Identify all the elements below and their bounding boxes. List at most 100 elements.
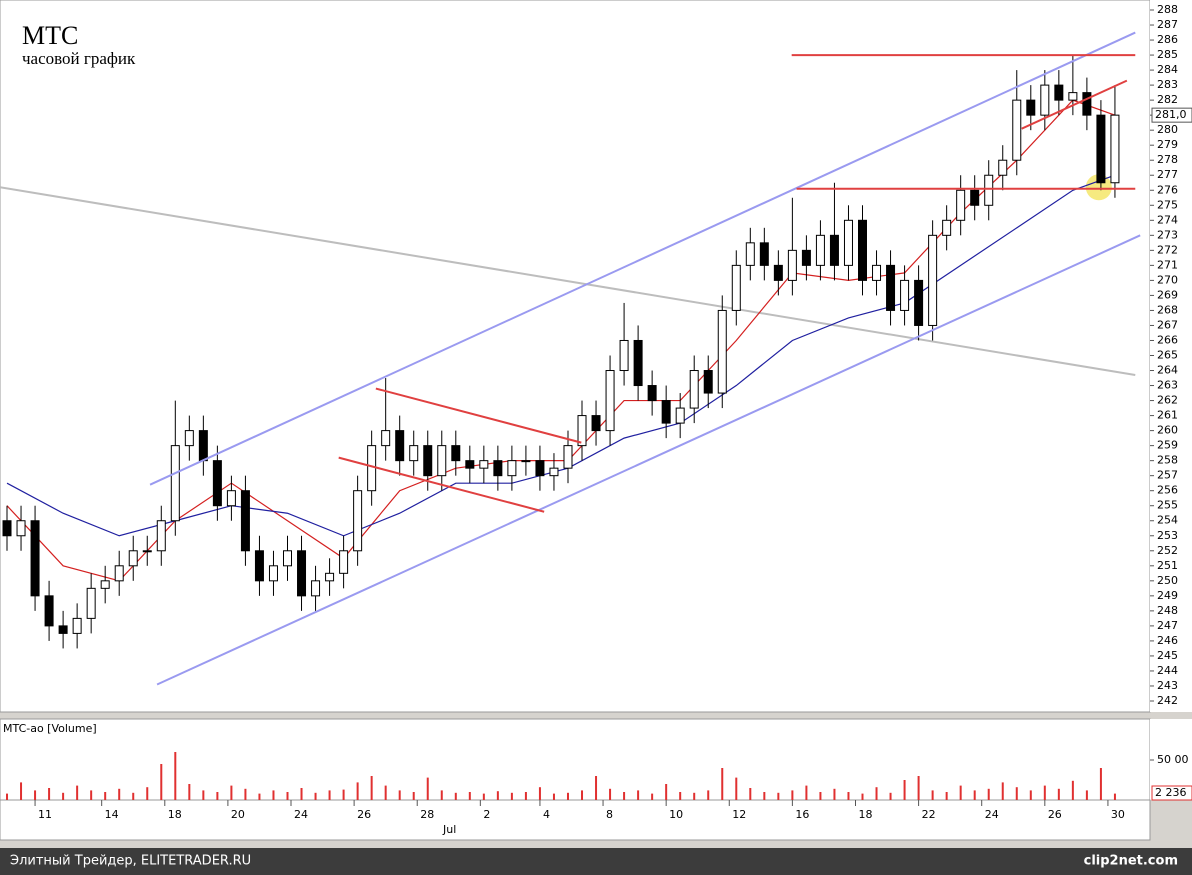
candle-body xyxy=(297,550,307,597)
chart-title: MTC xyxy=(22,21,78,50)
volume-bar xyxy=(552,793,555,800)
y-tick-label: 271 xyxy=(1157,258,1178,271)
y-tick-label: 282 xyxy=(1157,93,1178,106)
volume-bar xyxy=(398,790,401,800)
volume-bar xyxy=(524,792,527,800)
candle-body xyxy=(212,460,222,507)
last-volume-box xyxy=(1151,785,1192,801)
volume-bar xyxy=(903,780,906,800)
volume-bar xyxy=(623,792,626,800)
volume-bar xyxy=(342,789,345,800)
y-tick-label: 244 xyxy=(1157,664,1178,677)
y-tick-label: 266 xyxy=(1157,333,1178,346)
y-tick-label: 267 xyxy=(1157,318,1178,331)
y-tick-label: 285 xyxy=(1157,48,1178,61)
candle-body xyxy=(72,617,82,634)
volume-bar xyxy=(861,793,864,800)
volume-bar xyxy=(538,787,541,800)
volume-bar xyxy=(987,788,990,800)
candle-body xyxy=(675,407,685,424)
volume-bar xyxy=(328,790,331,800)
y-tick-label: 280 xyxy=(1157,123,1178,136)
candle-body xyxy=(984,174,994,206)
volume-bar xyxy=(118,788,121,800)
volume-bar xyxy=(609,788,612,800)
volume-bar xyxy=(244,788,247,800)
volume-bar xyxy=(6,793,9,800)
volume-bar xyxy=(1099,768,1102,800)
x-tick-label: 24 xyxy=(294,808,308,821)
volume-bar xyxy=(959,785,962,800)
candle-body xyxy=(1110,114,1120,184)
candle-body xyxy=(661,400,671,424)
candle-body xyxy=(353,490,363,552)
x-tick-label: 28 xyxy=(420,808,434,821)
x-tick-label: 24 xyxy=(985,808,999,821)
volume-bar xyxy=(216,792,219,800)
y-tick-label: 278 xyxy=(1157,153,1178,166)
volume-bar xyxy=(693,792,696,800)
candle-body xyxy=(563,445,573,469)
candle-body xyxy=(142,550,152,553)
last-volume-label: 2 236 xyxy=(1155,786,1187,799)
volume-bar xyxy=(833,788,836,800)
footer-bar xyxy=(0,848,1192,875)
candle-body xyxy=(633,339,643,387)
volume-bar xyxy=(62,792,65,800)
volume-bar xyxy=(805,785,808,800)
candle-body xyxy=(858,219,867,281)
volume-bar xyxy=(188,784,191,800)
candle-body xyxy=(58,625,68,634)
candle-body xyxy=(801,249,811,266)
volume-bar xyxy=(258,793,261,800)
y-tick-label: 243 xyxy=(1157,679,1178,692)
y-tick-label: 283 xyxy=(1157,78,1178,91)
y-tick-label: 279 xyxy=(1157,138,1178,151)
candle-body xyxy=(226,490,236,507)
y-tick-label: 246 xyxy=(1157,634,1178,647)
time-axis xyxy=(0,799,1151,841)
candle-body xyxy=(100,580,110,589)
volume-bar xyxy=(735,777,738,800)
candle-body xyxy=(451,445,461,462)
volume-bar xyxy=(651,793,654,800)
candle-body xyxy=(339,550,349,574)
trend-line xyxy=(1021,79,1128,130)
x-tick-label: 18 xyxy=(168,808,182,821)
volume-bar xyxy=(1001,782,1004,800)
y-tick-label: 259 xyxy=(1157,439,1178,452)
volume-bar xyxy=(412,792,415,800)
y-tick-label: 273 xyxy=(1157,228,1178,241)
y-tick-label: 251 xyxy=(1157,559,1178,572)
volume-bar xyxy=(482,793,485,800)
volume-bar xyxy=(1029,790,1032,800)
candle-body xyxy=(759,242,769,266)
candle-body xyxy=(1096,114,1106,184)
candle-body xyxy=(128,550,138,567)
volume-bar xyxy=(272,790,275,800)
trend-line xyxy=(0,186,1136,377)
volume-bar xyxy=(749,788,752,800)
candle-body xyxy=(773,264,783,281)
volume-bar xyxy=(595,776,598,800)
volume-bar xyxy=(721,768,724,800)
candle-body xyxy=(689,370,699,409)
y-tick-label: 265 xyxy=(1157,349,1178,362)
candle-body xyxy=(1026,99,1036,116)
x-tick-label: 22 xyxy=(922,808,936,821)
volume-bar xyxy=(286,792,289,800)
y-tick-label: 277 xyxy=(1157,168,1178,181)
volume-bar xyxy=(973,790,976,800)
volume-bar xyxy=(496,791,499,800)
volume-bar xyxy=(174,752,177,800)
candle-body xyxy=(268,565,278,582)
y-tick-label: 252 xyxy=(1157,544,1178,557)
volume-bar xyxy=(581,790,584,800)
volume-bar xyxy=(146,787,149,800)
volume-bar xyxy=(90,790,93,800)
y-tick-label: 255 xyxy=(1157,499,1178,512)
candle-body xyxy=(619,339,629,372)
candle-body xyxy=(423,445,433,477)
candle-body xyxy=(1054,84,1064,101)
candle-body xyxy=(395,430,405,462)
